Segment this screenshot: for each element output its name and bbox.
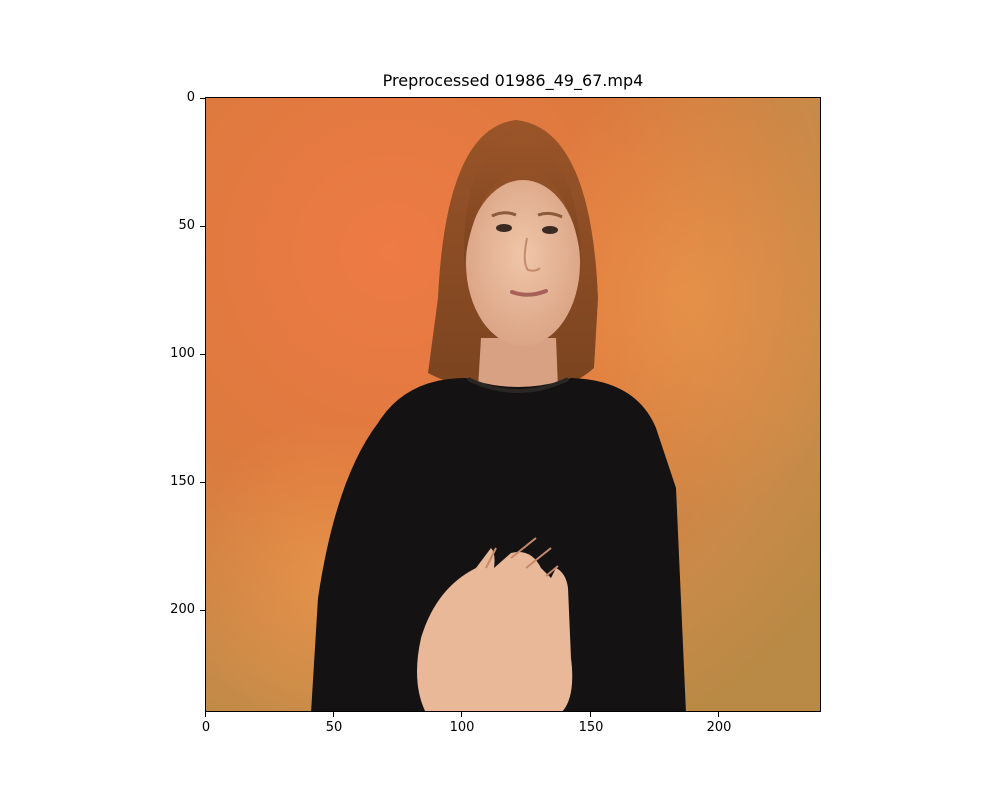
x-tick-label: 50 <box>325 720 343 735</box>
image-frame <box>205 97 821 712</box>
plot-title: Preprocessed 01986_49_67.mp4 <box>382 71 644 90</box>
y-tick-label: 50 <box>178 218 195 233</box>
mouth <box>510 289 548 297</box>
video-frame-image <box>206 98 820 711</box>
neck <box>478 338 558 396</box>
left-eye <box>496 224 512 232</box>
x-tick-label: 150 <box>578 720 604 735</box>
x-tick-mark <box>718 712 719 717</box>
y-tick-label: 100 <box>170 346 195 361</box>
y-tick-mark <box>200 482 205 483</box>
x-tick-label: 200 <box>706 720 732 735</box>
shirt-neckline <box>467 377 569 393</box>
y-tick-label: 150 <box>170 474 195 489</box>
hands <box>417 548 573 711</box>
x-tick-mark <box>205 712 206 717</box>
y-tick-label: 200 <box>170 602 195 617</box>
shirt <box>311 378 686 711</box>
face <box>466 180 580 346</box>
fingers <box>485 537 559 577</box>
x-tick-mark <box>590 712 591 717</box>
x-tick-mark <box>333 712 334 717</box>
y-tick-mark <box>200 354 205 355</box>
right-brow <box>537 211 563 219</box>
y-tick-mark <box>200 226 205 227</box>
hair-front <box>463 136 582 266</box>
nose <box>523 237 541 272</box>
x-tick-label: 100 <box>449 720 475 735</box>
y-tick-label: 0 <box>186 90 195 105</box>
x-tick-label: 0 <box>201 720 211 735</box>
right-eye <box>542 226 558 234</box>
y-tick-mark <box>200 98 205 99</box>
y-tick-mark <box>200 610 205 611</box>
left-brow <box>491 211 517 218</box>
x-tick-mark <box>461 712 462 717</box>
